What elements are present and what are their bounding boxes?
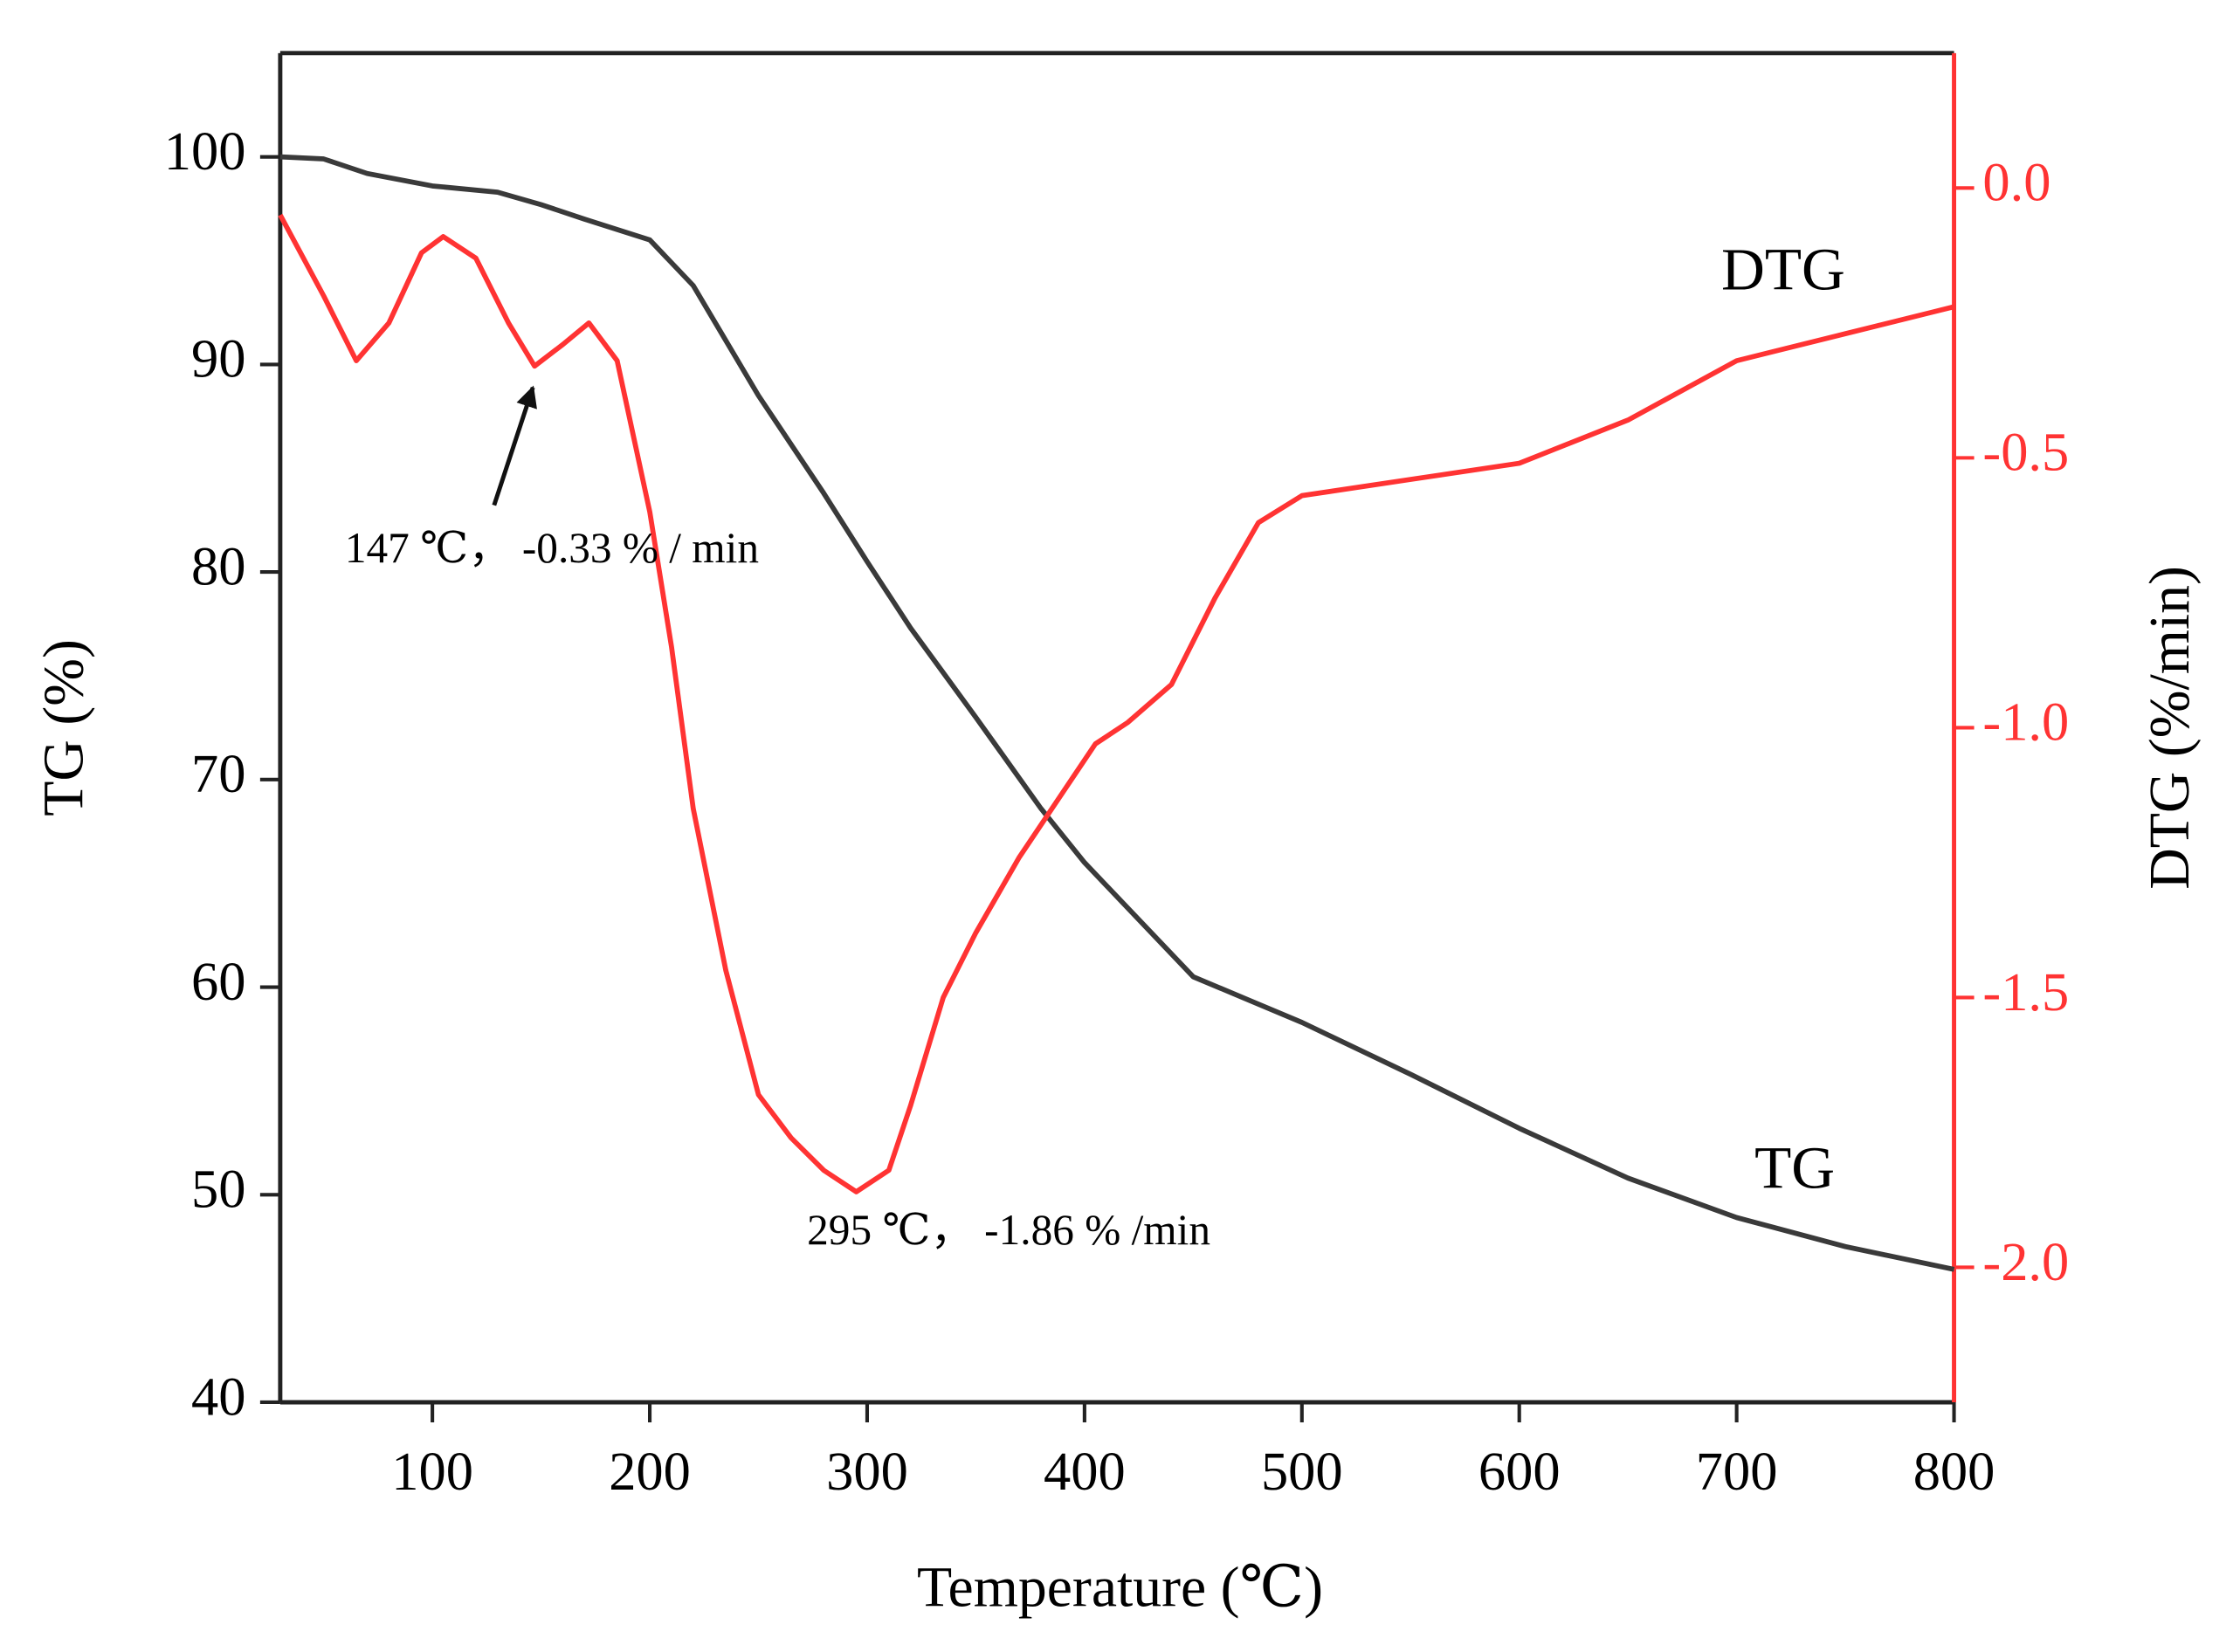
annotation: 147 ℃， -0.33 % / min xyxy=(345,524,759,572)
y2-tick-label: -0.5 xyxy=(1982,422,2069,483)
line-tg xyxy=(279,154,1955,1272)
y-tick-label: 60 xyxy=(191,951,245,1012)
y2-tick-label: -1.0 xyxy=(1982,692,2069,753)
x-tick-label: 300 xyxy=(826,1441,908,1502)
y-tick-label: 40 xyxy=(191,1366,245,1427)
x-tick-label: 500 xyxy=(1261,1441,1343,1502)
y2-tick-label: 0.0 xyxy=(1982,152,2050,213)
x-tick-label: 700 xyxy=(1696,1441,1778,1502)
x-axis-label: Temperature (℃) xyxy=(917,1556,1323,1620)
y2-tick-label: -1.5 xyxy=(1982,961,2069,1022)
y-tick-label: 90 xyxy=(191,328,245,389)
x-tick-label: 800 xyxy=(1913,1441,1995,1502)
y-tick-label: 50 xyxy=(191,1159,245,1220)
line-dtg xyxy=(278,213,1955,1194)
y-axis-label: TG (%) xyxy=(31,639,95,816)
x-tick-label: 400 xyxy=(1044,1441,1126,1502)
series-label: DTG xyxy=(1721,235,1845,302)
x-tick-label: 100 xyxy=(391,1441,473,1502)
y-tick-label: 80 xyxy=(191,535,245,596)
annotation-arrow xyxy=(492,385,537,506)
y2-axis-label: DTG (%/min) xyxy=(2138,566,2202,890)
y2-tick-label: -2.0 xyxy=(1982,1231,2069,1292)
series-label: TG xyxy=(1754,1133,1835,1201)
x-tick-label: 200 xyxy=(609,1441,691,1502)
annotation: 295 ℃， -1.86 % /min xyxy=(807,1206,1210,1254)
y-tick-label: 70 xyxy=(191,743,245,804)
x-tick-label: 600 xyxy=(1478,1441,1561,1502)
y-tick-label: 100 xyxy=(164,120,246,182)
